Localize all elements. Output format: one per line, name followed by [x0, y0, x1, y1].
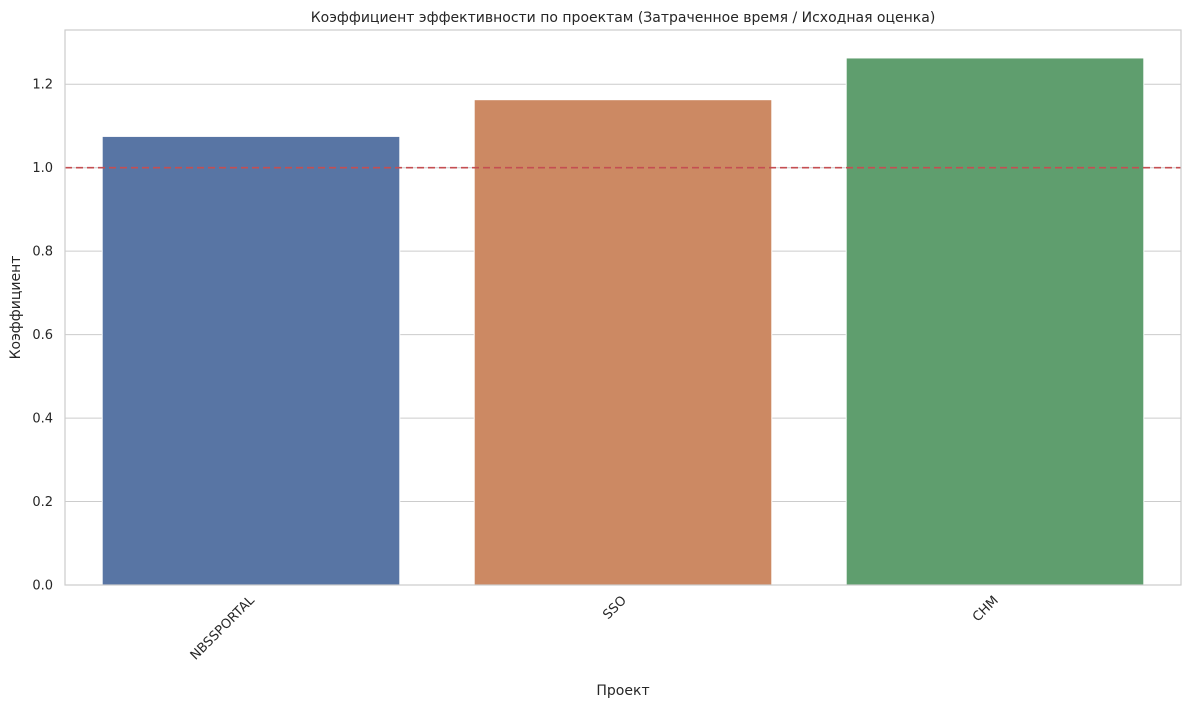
axes-frame: [64, 29, 1182, 586]
bar-chm: [845, 57, 1145, 586]
x-tick-label: CHM: [970, 593, 1002, 625]
y-tick-label: 0.0: [32, 579, 53, 594]
chart-title: Коэффициент эффективности по проектам (З…: [311, 10, 936, 26]
x-tick-labels: NBSSPORTAL SSO CHM: [188, 593, 1002, 664]
y-tick-label: 1.0: [32, 161, 53, 176]
bars: [101, 57, 1145, 586]
y-tick-label: 0.6: [32, 328, 53, 343]
y-tick-labels: 0.0 0.2 0.4 0.6 0.8 1.0 1.2: [32, 78, 53, 594]
bar-nbssportal: [101, 135, 401, 586]
plot-frame: [64, 29, 1182, 586]
x-axis-title: Проект: [596, 683, 649, 699]
bar-sso: [473, 99, 773, 586]
y-tick-label: 1.2: [32, 78, 53, 93]
y-tick-label: 0.4: [32, 412, 53, 427]
y-tick-label: 0.8: [32, 245, 53, 260]
x-tick-label: NBSSPORTAL: [188, 593, 259, 664]
y-axis-title: Коэффициент: [8, 256, 24, 360]
x-tick-label: SSO: [600, 593, 630, 623]
y-tick-label: 0.2: [32, 495, 53, 510]
